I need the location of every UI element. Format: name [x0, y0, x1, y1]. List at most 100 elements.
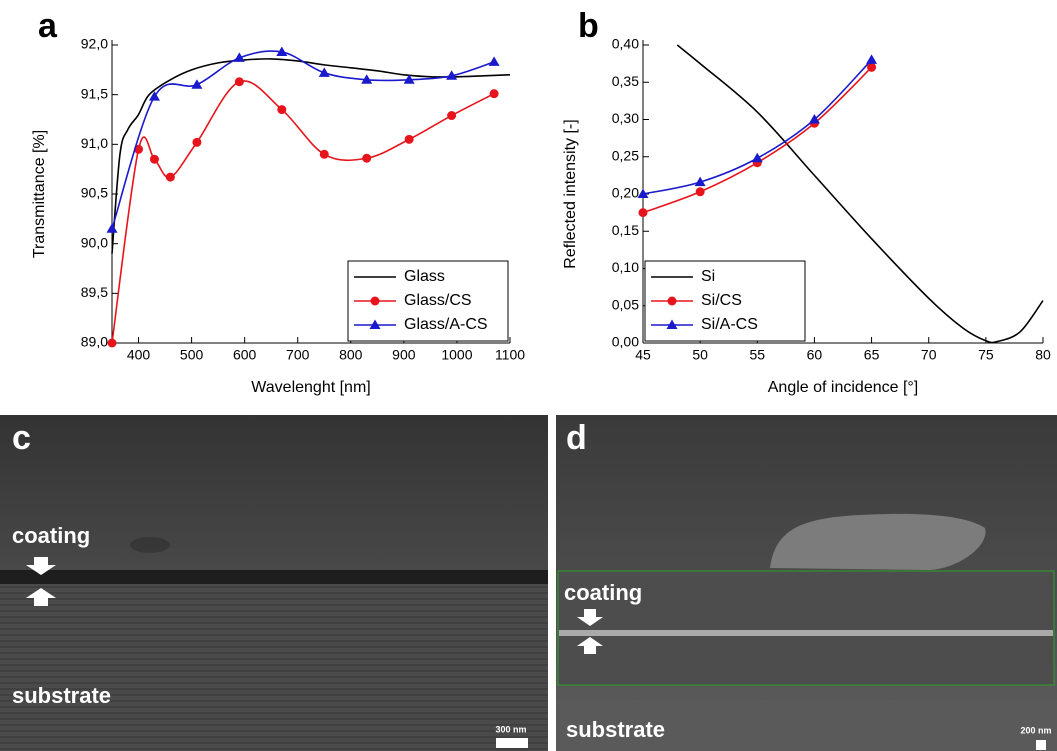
arrow-down [577, 609, 603, 626]
y-axis-title: Reflected intensity [-] [562, 119, 579, 268]
y-tick-label: 91,5 [81, 85, 108, 101]
marker [277, 105, 287, 115]
marker [446, 70, 458, 80]
particle [130, 537, 170, 553]
y-tick-label: 0,00 [612, 334, 639, 350]
marker [276, 46, 288, 56]
marker [867, 62, 877, 72]
y-tick-label: 89,0 [81, 334, 108, 350]
particle [770, 513, 986, 570]
chart: b 0,00 0,05 0,10 0,15 0,20 0,25 0,30 0,35 0,40 45 5… [562, 7, 1051, 396]
x-tick-label: 500 [180, 347, 204, 363]
x-tick-label: 50 [692, 347, 708, 363]
y-tick-label: 90,0 [81, 234, 108, 250]
marker [370, 296, 380, 306]
x-tick-label: 400 [127, 347, 151, 363]
series-line [676, 44, 1044, 344]
arrow-up [26, 588, 56, 606]
x-tick-label: 60 [807, 347, 823, 363]
series-line [111, 58, 511, 254]
y-tick-label: 0,10 [612, 259, 639, 275]
marker [362, 153, 372, 163]
x-axis-title: Wavelenght [nm] [251, 379, 370, 396]
marker [192, 137, 202, 147]
arrow-down [26, 557, 56, 575]
x-tick-label: 70 [921, 347, 937, 363]
legend-label: Glass/A-CS [404, 316, 488, 333]
substrate-layer [556, 700, 1057, 751]
x-tick-label: 75 [978, 347, 994, 363]
marker [488, 56, 500, 66]
marker [165, 172, 175, 182]
marker [403, 74, 415, 84]
y-tick-label: 0,30 [612, 110, 639, 126]
scale-label: 200 nm [1020, 725, 1051, 735]
scale-bar [496, 738, 528, 748]
x-tick-label: 1100 [495, 347, 525, 363]
marker [695, 187, 705, 197]
x-tick-label: 65 [864, 347, 880, 363]
marker [233, 52, 245, 62]
x-tick-label: 800 [339, 347, 363, 363]
marker [361, 74, 373, 84]
legend: Glass Glass/CS Glass/A-CS [347, 260, 509, 342]
marker [637, 188, 649, 198]
x-tick-label: 900 [392, 347, 416, 363]
coating-label: coating [564, 580, 642, 605]
marker [404, 134, 414, 144]
y-tick-label: 0,20 [612, 185, 639, 201]
panel-label: d [566, 419, 587, 457]
coating-layer [559, 630, 1053, 636]
legend-label: Si [701, 268, 715, 285]
x-tick-label: 45 [635, 347, 651, 363]
legend-label: Glass [404, 268, 445, 285]
marker [808, 114, 820, 124]
x-tick-label: 700 [286, 347, 310, 363]
series-line [642, 59, 873, 195]
series-line [642, 66, 873, 214]
y-tick-label: 89,5 [81, 284, 108, 300]
coating-layer [0, 570, 548, 584]
substrate-layer [0, 584, 548, 751]
legend-label: Si/A-CS [701, 316, 758, 333]
y-tick-label: 0,35 [612, 73, 639, 89]
substrate-label: substrate [12, 683, 111, 708]
panel-label: b [578, 7, 599, 45]
marker [369, 319, 381, 329]
legend-label: Glass/CS [404, 292, 472, 309]
marker [489, 89, 499, 99]
y-tick-label: 0,40 [612, 36, 639, 52]
arrow-up [577, 637, 603, 654]
marker [149, 154, 159, 164]
legend: Si Si/CS Si/A-CS [644, 260, 806, 342]
marker [667, 296, 677, 306]
marker [447, 111, 457, 121]
x-tick-label: 600 [233, 347, 257, 363]
marker [319, 149, 329, 159]
x-tick-label: 80 [1035, 347, 1051, 363]
marker [191, 79, 203, 89]
scale-bar [1036, 740, 1046, 750]
coating-label: coating [12, 523, 90, 548]
marker [638, 208, 648, 218]
marker [148, 91, 160, 101]
y-tick-label: 92,0 [81, 36, 108, 52]
y-tick-label: 0,15 [612, 222, 639, 238]
scale-label: 300 nm [495, 724, 526, 734]
sem-image-c: c coating substrate 300 nm [0, 415, 548, 751]
y-tick-label: 0,25 [612, 147, 639, 163]
sem-image-d: d coating substrate 200 nm [556, 415, 1057, 751]
x-tick-label: 1000 [441, 347, 472, 363]
chart: a 89,0 89,5 90,0 90,5 91,0 91,5 92,0 400 500 600 70… [31, 7, 525, 396]
marker [866, 54, 878, 64]
inset-frame [557, 570, 1055, 686]
x-tick-label: 55 [749, 347, 765, 363]
series-line [111, 50, 495, 230]
y-tick-label: 90,5 [81, 185, 108, 201]
marker [318, 67, 330, 77]
y-tick-label: 0,05 [612, 296, 639, 312]
substrate-label: substrate [566, 717, 665, 742]
marker [751, 152, 763, 163]
